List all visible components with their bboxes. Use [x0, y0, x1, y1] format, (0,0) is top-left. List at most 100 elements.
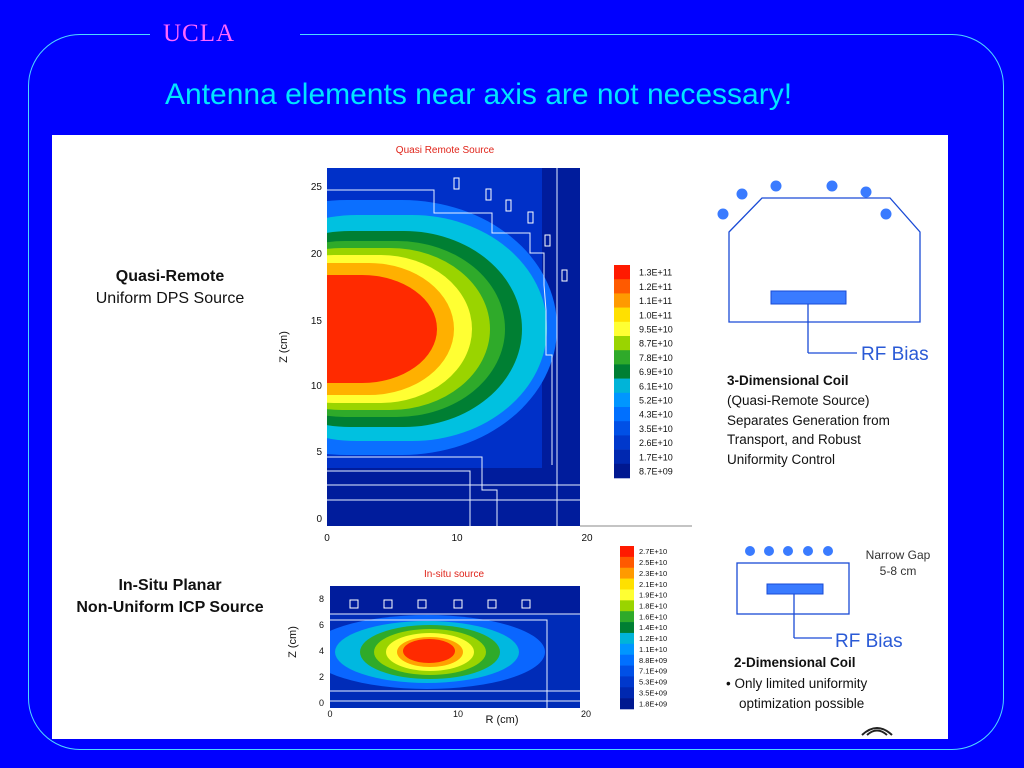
bottom-colorbar-label: 2.1E+10 — [639, 580, 667, 589]
bottom-colorbar-swatch — [620, 589, 634, 601]
bottom-x-axis-label: R (cm) — [486, 714, 519, 726]
bias-electrode — [766, 583, 824, 595]
bottom-coil-desc: optimization possible — [739, 696, 864, 711]
chamber-outline — [728, 197, 921, 323]
top-coil-marker — [544, 234, 551, 247]
top-contour-band — [327, 275, 437, 383]
bottom-colorbar-swatch — [620, 567, 634, 579]
bottom-y-tick: 2 — [319, 672, 324, 682]
coil-dot — [783, 546, 793, 556]
top-colorbar-swatch — [614, 307, 630, 323]
top-y-ticks: 25 20 15 10 5 0 — [311, 182, 323, 525]
top-contour-plot — [327, 168, 692, 527]
top-colorbar-swatch — [614, 407, 630, 422]
bottom-case-label-2: Non-Uniform ICP Source — [76, 599, 263, 616]
bottom-coil-marker — [521, 599, 531, 609]
bias-electrode — [770, 290, 847, 305]
bottom-case-label-1: In-Situ Planar — [118, 577, 221, 594]
bottom-coil-marker — [417, 599, 427, 609]
top-colorbar: 1.3E+11 1.2E+11 1.1E+11 1.0E+11 9.5E+10 8.7E+… — [614, 265, 673, 479]
bottom-coil-schematic — [736, 546, 850, 639]
bottom-colorbar-swatch — [620, 676, 634, 688]
chamber-outline — [736, 562, 850, 615]
bottom-colorbar-swatch — [620, 632, 634, 645]
top-y-tick: 0 — [316, 514, 322, 525]
bottom-colorbar-label: 2.7E+10 — [639, 547, 667, 556]
top-coil-schematic — [717, 180, 921, 354]
coil-dot — [803, 546, 813, 556]
coil-dot — [826, 180, 838, 192]
bottom-colorbar-swatch — [620, 578, 634, 590]
top-y-tick: 20 — [311, 249, 323, 260]
coil-dot — [736, 188, 748, 200]
top-coil-desc: Uniformity Control — [727, 452, 835, 467]
bottom-colorbar-label: 2.3E+10 — [639, 569, 667, 578]
bottom-colorbar-label: 7.1E+09 — [639, 667, 667, 676]
figure-svg: Quasi-Remote Uniform DPS Source Quasi Re… — [76, 145, 931, 736]
top-coil-title: 3-Dimensional Coil — [727, 373, 849, 388]
top-x-ticks: 0 10 20 — [324, 533, 593, 544]
bottom-y-tick: 6 — [319, 620, 324, 630]
bottom-colorbar-label: 8.8E+09 — [639, 656, 667, 665]
bottom-colorbar-swatch — [620, 622, 634, 634]
bottom-colorbar-label: 5.3E+09 — [639, 678, 667, 687]
gap-label-1: Narrow Gap — [866, 548, 931, 562]
bottom-colorbar-swatch — [620, 611, 634, 623]
figure-panel: Quasi-Remote Uniform DPS Source Quasi Re… — [52, 135, 948, 739]
bottom-colorbar-label: 2.5E+10 — [639, 558, 667, 567]
bottom-colorbar-swatch — [620, 687, 634, 699]
top-coil-marker — [527, 211, 534, 224]
coil-dot — [823, 546, 833, 556]
bottom-colorbar-label: 3.5E+09 — [639, 688, 667, 697]
bottom-colorbar-swatch — [620, 643, 634, 655]
bottom-x-tick: 20 — [581, 709, 591, 719]
top-colorbar-swatch — [614, 463, 630, 479]
coil-dot — [745, 546, 755, 556]
top-colorbar-swatch — [614, 336, 630, 351]
bottom-y-axis-label: Z (cm) — [287, 626, 299, 658]
coil-dot — [717, 208, 729, 220]
slide-title: Antenna elements near axis are not neces… — [165, 78, 793, 111]
top-colorbar-swatch — [614, 364, 630, 379]
top-colorbar-swatch — [614, 421, 630, 436]
top-colorbar-swatch — [614, 321, 630, 337]
top-y-tick: 15 — [311, 316, 323, 327]
top-colorbar-swatch — [614, 449, 630, 465]
top-colorbar-label: 1.3E+11 — [639, 268, 672, 278]
bottom-plot-title: In-situ source — [424, 569, 484, 580]
top-colorbar-label: 6.1E+10 — [639, 381, 673, 391]
bottom-y-tick: 4 — [319, 646, 324, 656]
bottom-colorbar-swatch — [620, 665, 634, 677]
bottom-y-ticks: 8 6 4 2 0 — [319, 594, 324, 708]
bottom-colorbar-label: 1.8E+09 — [639, 699, 667, 708]
bottom-colorbar-label: 1.1E+10 — [639, 645, 667, 654]
top-colorbar-swatch — [614, 350, 630, 365]
top-colorbar-label: 1.1E+11 — [639, 296, 672, 306]
bottom-colorbar-label: 1.2E+10 — [639, 634, 667, 643]
bottom-coil-title: 2-Dimensional Coil — [734, 655, 856, 670]
bottom-colorbar-swatch — [620, 556, 634, 569]
top-colorbar-label: 9.5E+10 — [639, 324, 673, 334]
bottom-colorbar-swatch — [620, 654, 634, 666]
top-y-tick: 25 — [311, 182, 323, 193]
top-coil-marker — [453, 177, 460, 190]
bottom-colorbar-swatch — [620, 546, 634, 558]
gap-label-2: 5-8 cm — [880, 564, 917, 578]
corner-logo-icon — [861, 727, 893, 736]
top-colorbar-swatch — [614, 279, 630, 294]
top-x-tick: 10 — [451, 533, 463, 544]
bottom-colorbar-label: 1.8E+10 — [639, 601, 667, 610]
top-y-tick: 5 — [316, 447, 322, 458]
coil-dot — [764, 546, 774, 556]
bottom-y-tick: 0 — [319, 698, 324, 708]
top-x-tick: 0 — [324, 533, 330, 544]
top-colorbar-swatch — [614, 435, 630, 450]
top-colorbar-label: 7.8E+10 — [639, 353, 673, 363]
top-colorbar-label: 8.7E+09 — [639, 466, 673, 476]
top-case-label-1: Quasi-Remote — [116, 268, 225, 285]
bottom-x-tick: 0 — [327, 709, 332, 719]
top-plot-title: Quasi Remote Source — [396, 145, 495, 156]
bottom-coil-marker — [383, 599, 393, 609]
top-colorbar-swatch — [614, 293, 630, 308]
ucla-logo: UCLA — [163, 20, 236, 47]
